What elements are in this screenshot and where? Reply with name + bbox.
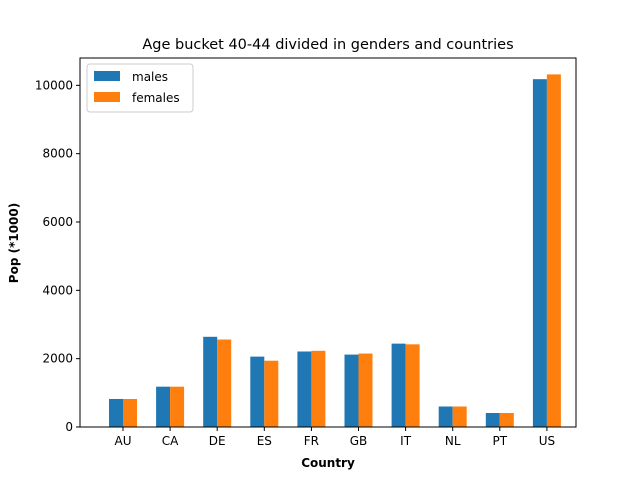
y-tick-label: 8000 (42, 147, 73, 161)
bar-females-es (264, 360, 279, 427)
x-tick-label-pt: PT (493, 434, 508, 448)
x-tick-label-it: IT (400, 434, 412, 448)
x-tick-label-ca: CA (162, 434, 179, 448)
legend: males females (86, 63, 194, 113)
x-tick-label-gb: GB (350, 434, 368, 448)
plot-bars (109, 74, 561, 428)
bar-males-it (391, 343, 406, 427)
plot-frame (79, 57, 577, 428)
legend-label-males: males (132, 70, 168, 84)
legend-label-females: females (132, 91, 180, 105)
x-tick-label-nl: NL (445, 434, 461, 448)
y-tick-label: 4000 (42, 283, 73, 297)
y-tick-label: 6000 (42, 215, 73, 229)
bar-females-us (546, 74, 561, 428)
bar-males-pt (485, 412, 500, 427)
bar-females-de (217, 339, 232, 427)
bar-females-ca (170, 386, 185, 427)
x-tick-label-es: ES (257, 434, 272, 448)
y-tick-label: 2000 (42, 352, 73, 366)
x-tick-label-fr: FR (304, 434, 319, 448)
bar-males-nl (438, 406, 453, 427)
bar-males-ca (156, 386, 171, 427)
bar-males-de (203, 336, 218, 427)
bar-females-fr (311, 350, 326, 427)
bar-males-us (532, 79, 547, 428)
legend-swatch-females (94, 92, 120, 102)
plot-axes: 0 2000 4000 6000 8000 10000 AU CA DE ES FR GB IT NL PT… (35, 57, 577, 448)
bar-females-gb (358, 353, 373, 427)
bar-females-it (405, 344, 420, 427)
x-tick-label-de: DE (209, 434, 226, 448)
bar-males-fr (297, 351, 312, 427)
y-tick-label: 0 (65, 420, 73, 434)
chart-title: Age bucket 40-44 divided in genders and … (142, 37, 513, 53)
legend-swatch-males (94, 71, 120, 81)
x-tick-label-au: AU (115, 434, 132, 448)
bar-males-es (250, 356, 265, 427)
x-tick-label-us: US (539, 434, 555, 448)
bar-males-gb (344, 354, 359, 427)
bar-males-au (109, 398, 123, 427)
y-tick-label: 10000 (35, 78, 73, 92)
y-axis-label: Pop (*1000) (7, 203, 21, 283)
x-axis-label: Country (301, 456, 355, 470)
bar-females-nl (452, 406, 467, 427)
bar-females-au (123, 398, 137, 427)
bar-females-pt (499, 412, 514, 427)
